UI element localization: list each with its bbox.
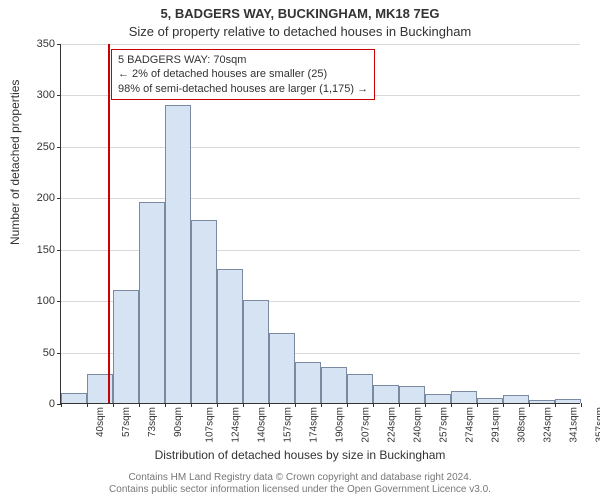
- chart-title-sub: Size of property relative to detached ho…: [0, 24, 600, 39]
- xtick-mark: [87, 403, 88, 407]
- ytick-label: 150: [37, 244, 55, 256]
- plot-area: 05010015020025030035040sqm57sqm73sqm90sq…: [60, 44, 580, 404]
- histogram-bar: [555, 399, 581, 403]
- xtick-mark: [217, 403, 218, 407]
- xtick-label: 124sqm: [231, 407, 242, 443]
- xtick-mark: [165, 403, 166, 407]
- histogram-bar: [165, 105, 191, 403]
- xtick-label: 291sqm: [491, 407, 502, 443]
- histogram-bar: [451, 391, 477, 403]
- xtick-label: 107sqm: [205, 407, 216, 443]
- footer-attribution: Contains HM Land Registry data © Crown c…: [0, 472, 600, 496]
- footer-line-1: Contains HM Land Registry data © Crown c…: [0, 472, 600, 484]
- chart-container: 5, BADGERS WAY, BUCKINGHAM, MK18 7EG Siz…: [0, 0, 600, 500]
- histogram-bar: [139, 202, 165, 403]
- histogram-bar: [243, 300, 269, 403]
- ytick-label: 300: [37, 89, 55, 101]
- chart-title-main: 5, BADGERS WAY, BUCKINGHAM, MK18 7EG: [0, 6, 600, 21]
- ytick-label: 0: [49, 398, 55, 410]
- xtick-mark: [503, 403, 504, 407]
- xtick-label: 157sqm: [283, 407, 294, 443]
- xtick-mark: [477, 403, 478, 407]
- callout-line: 5 BADGERS WAY: 70sqm: [118, 53, 368, 67]
- xtick-label: 57sqm: [121, 407, 132, 437]
- xtick-mark: [581, 403, 582, 407]
- xtick-label: 73sqm: [147, 407, 158, 437]
- xtick-label: 274sqm: [465, 407, 476, 443]
- ytick-mark: [57, 95, 61, 96]
- xtick-mark: [347, 403, 348, 407]
- histogram-bar: [269, 333, 295, 403]
- xtick-label: 324sqm: [543, 407, 554, 443]
- xtick-mark: [451, 403, 452, 407]
- xtick-label: 308sqm: [517, 407, 528, 443]
- gridline: [61, 198, 580, 199]
- xtick-label: 357sqm: [595, 407, 600, 443]
- ytick-mark: [57, 353, 61, 354]
- property-callout: 5 BADGERS WAY: 70sqm← 2% of detached hou…: [111, 49, 375, 100]
- histogram-bar: [321, 367, 347, 403]
- histogram-bar: [295, 362, 321, 403]
- xtick-mark: [295, 403, 296, 407]
- y-axis-label: Number of detached properties: [8, 80, 22, 245]
- histogram-bar: [425, 394, 451, 403]
- callout-line: ← 2% of detached houses are smaller (25): [118, 67, 368, 81]
- ytick-mark: [57, 198, 61, 199]
- xtick-mark: [139, 403, 140, 407]
- xtick-label: 90sqm: [173, 407, 184, 437]
- ytick-label: 200: [37, 192, 55, 204]
- xtick-mark: [191, 403, 192, 407]
- xtick-mark: [399, 403, 400, 407]
- histogram-bar: [529, 400, 555, 403]
- xtick-mark: [529, 403, 530, 407]
- ytick-mark: [57, 250, 61, 251]
- ytick-mark: [57, 147, 61, 148]
- x-axis-label: Distribution of detached houses by size …: [0, 448, 600, 462]
- histogram-bar: [373, 385, 399, 404]
- ytick-label: 350: [37, 38, 55, 50]
- histogram-bar: [217, 269, 243, 403]
- xtick-label: 140sqm: [257, 407, 268, 443]
- xtick-mark: [243, 403, 244, 407]
- histogram-bar: [61, 393, 87, 403]
- ytick-mark: [57, 301, 61, 302]
- xtick-label: 174sqm: [309, 407, 320, 443]
- xtick-mark: [321, 403, 322, 407]
- xtick-label: 40sqm: [95, 407, 106, 437]
- ytick-mark: [57, 44, 61, 45]
- xtick-label: 341sqm: [569, 407, 580, 443]
- xtick-mark: [269, 403, 270, 407]
- xtick-mark: [61, 403, 62, 407]
- xtick-mark: [373, 403, 374, 407]
- callout-line: 98% of semi-detached houses are larger (…: [118, 82, 368, 96]
- histogram-bar: [191, 220, 217, 403]
- ytick-label: 50: [43, 347, 55, 359]
- xtick-mark: [425, 403, 426, 407]
- property-marker-line: [108, 44, 110, 403]
- xtick-label: 257sqm: [439, 407, 450, 443]
- gridline: [61, 44, 580, 45]
- ytick-label: 250: [37, 141, 55, 153]
- gridline: [61, 147, 580, 148]
- histogram-bar: [113, 290, 139, 403]
- xtick-label: 240sqm: [413, 407, 424, 443]
- histogram-bar: [347, 374, 373, 403]
- xtick-label: 207sqm: [361, 407, 372, 443]
- histogram-bar: [477, 398, 503, 403]
- xtick-mark: [555, 403, 556, 407]
- footer-line-2: Contains public sector information licen…: [0, 484, 600, 496]
- histogram-bar: [503, 395, 529, 403]
- xtick-label: 224sqm: [387, 407, 398, 443]
- xtick-mark: [113, 403, 114, 407]
- ytick-label: 100: [37, 295, 55, 307]
- histogram-bar: [399, 386, 425, 403]
- xtick-label: 190sqm: [335, 407, 346, 443]
